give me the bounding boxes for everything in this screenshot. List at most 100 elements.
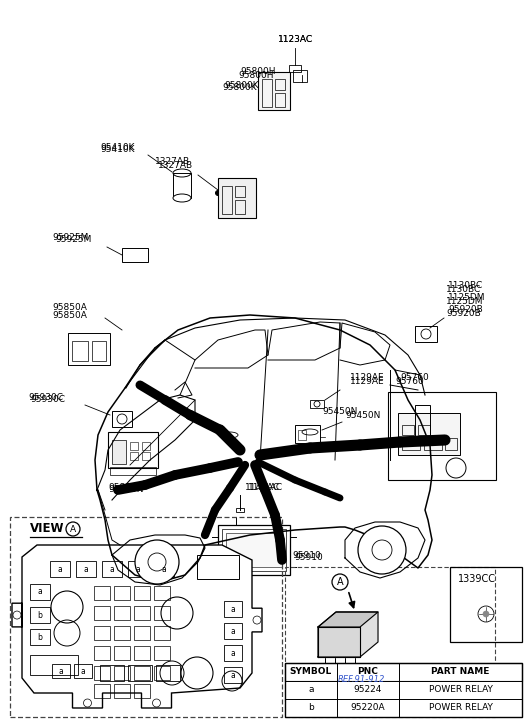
Bar [114, 684, 130, 698]
Text: POWER RELAY: POWER RELAY [429, 686, 493, 694]
Bar [134, 586, 150, 600]
Bar [94, 586, 110, 600]
Text: a: a [231, 648, 235, 657]
Text: 95760: 95760 [395, 377, 424, 387]
Bar [76, 561, 96, 577]
Text: 1125DM: 1125DM [448, 294, 486, 302]
Text: 1123AC: 1123AC [278, 36, 313, 44]
Text: 95910: 95910 [294, 553, 323, 561]
Text: 1129AE: 1129AE [350, 377, 385, 387]
Bar [218, 525, 290, 575]
Text: 1141AC: 1141AC [245, 483, 280, 492]
Bar [173, 173, 191, 198]
Text: 1130BC: 1130BC [448, 281, 483, 291]
Text: 1125DM: 1125DM [446, 297, 484, 307]
Bar [388, 392, 496, 480]
Text: 95760: 95760 [400, 374, 429, 382]
Bar [74, 664, 92, 678]
Bar [415, 405, 430, 445]
Text: 95920B: 95920B [446, 310, 481, 318]
Bar [258, 72, 290, 110]
Text: 95410K: 95410K [100, 143, 135, 153]
Bar [154, 666, 170, 680]
Bar [108, 432, 158, 468]
Bar [415, 326, 437, 342]
Bar [94, 606, 110, 620]
Text: a: a [38, 587, 43, 596]
Bar [102, 561, 122, 577]
Text: 95450N: 95450N [345, 411, 380, 419]
Bar [142, 452, 150, 460]
Text: 95930C: 95930C [30, 395, 65, 404]
Bar [50, 561, 70, 577]
Bar [222, 186, 232, 214]
Text: b: b [38, 632, 43, 641]
Bar [72, 341, 88, 361]
Bar [289, 65, 301, 72]
Bar [114, 606, 130, 620]
Circle shape [66, 522, 80, 536]
Text: A: A [337, 577, 343, 587]
Bar [224, 601, 242, 617]
Bar [398, 413, 460, 455]
Text: a: a [231, 670, 235, 680]
Text: a: a [59, 667, 63, 675]
Bar [92, 341, 106, 361]
Bar [130, 452, 138, 460]
Bar [30, 607, 50, 623]
Text: POWER RELAY: POWER RELAY [429, 704, 493, 712]
Bar [262, 79, 272, 107]
Text: a: a [231, 604, 235, 614]
Bar [293, 70, 307, 82]
Bar [235, 200, 245, 214]
Bar [154, 626, 170, 640]
Bar [114, 646, 130, 660]
Bar [224, 623, 242, 639]
Text: a: a [57, 564, 62, 574]
Bar [68, 333, 110, 365]
Text: 1141AC: 1141AC [248, 483, 283, 492]
Bar [285, 681, 522, 699]
Text: VIEW: VIEW [30, 523, 64, 536]
Bar [275, 79, 285, 90]
Bar [94, 684, 110, 698]
Text: a: a [84, 564, 88, 574]
Bar [285, 663, 522, 681]
Circle shape [148, 553, 166, 571]
Bar [418, 425, 430, 435]
Bar [94, 646, 110, 660]
Bar [224, 667, 242, 683]
Polygon shape [318, 612, 378, 627]
Bar [285, 567, 495, 717]
Bar [112, 411, 132, 427]
Bar [10, 517, 282, 717]
Circle shape [215, 190, 220, 196]
Text: 95850A: 95850A [52, 303, 87, 313]
Circle shape [483, 611, 489, 617]
Bar [134, 666, 150, 680]
Circle shape [358, 526, 406, 574]
Bar [235, 186, 245, 197]
Text: 95910: 95910 [292, 550, 321, 560]
Text: 95800H: 95800H [238, 71, 273, 79]
Bar [154, 586, 170, 600]
Bar [224, 645, 242, 661]
Circle shape [372, 540, 392, 560]
Bar [402, 425, 414, 435]
Bar [236, 508, 244, 512]
Text: REF.91-912: REF.91-912 [338, 675, 385, 683]
Text: 95810N: 95810N [108, 483, 144, 491]
Bar [112, 440, 126, 464]
Text: 1123AC: 1123AC [278, 36, 313, 44]
Bar [154, 561, 174, 577]
Text: 1129AE: 1129AE [350, 374, 385, 382]
Text: 95925M: 95925M [52, 233, 88, 243]
Text: 1327AB: 1327AB [155, 158, 190, 166]
Text: 95925M: 95925M [55, 236, 92, 244]
Polygon shape [318, 627, 360, 657]
Circle shape [332, 574, 348, 590]
Bar [110, 467, 156, 475]
Bar [156, 665, 180, 681]
Bar [52, 664, 70, 678]
Bar [218, 178, 256, 218]
